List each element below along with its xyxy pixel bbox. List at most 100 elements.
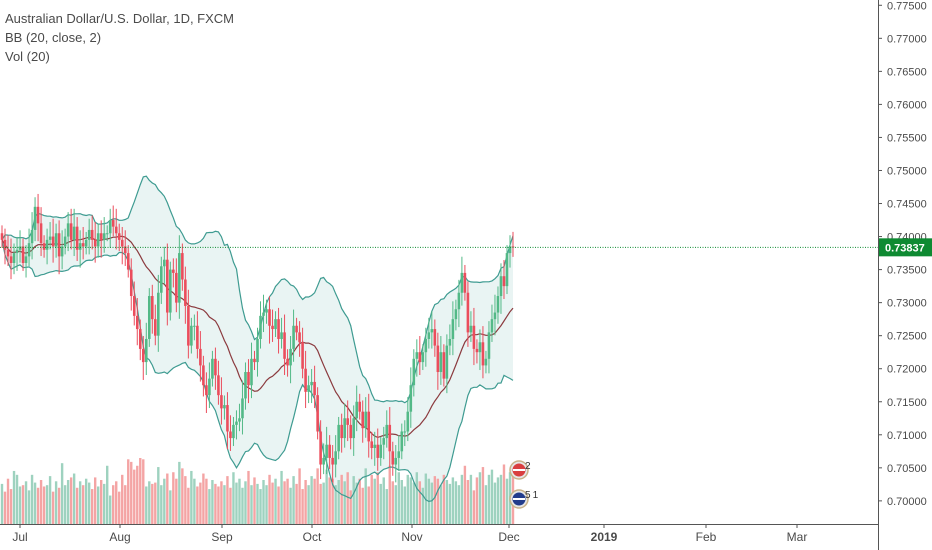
candle xyxy=(289,336,292,384)
candle xyxy=(232,416,235,447)
candle xyxy=(379,436,383,466)
candle xyxy=(397,435,401,471)
volume-bar xyxy=(66,480,70,524)
candle-body xyxy=(280,332,283,339)
volume-bar xyxy=(358,478,361,524)
bollinger-bands-label[interactable]: BB (20, close, 2) xyxy=(5,30,102,45)
volume-bar xyxy=(63,485,67,524)
volume-bar xyxy=(15,474,19,524)
volume-bar xyxy=(72,473,76,524)
candle xyxy=(412,349,416,397)
volume-bar xyxy=(382,477,385,524)
volume-bar xyxy=(442,474,446,524)
volume-bar xyxy=(96,486,100,524)
volume-bar xyxy=(499,474,503,524)
volume-bar xyxy=(33,482,37,524)
volume-bar xyxy=(418,481,422,524)
candle xyxy=(175,258,178,313)
event-marker[interactable]: 5 1 xyxy=(509,489,539,509)
candle-body xyxy=(496,296,500,313)
candle xyxy=(394,445,398,483)
candle xyxy=(87,218,91,255)
candle-body xyxy=(370,441,374,449)
candle xyxy=(385,410,389,448)
candle xyxy=(141,336,145,380)
candle xyxy=(3,228,7,265)
volume-bar xyxy=(322,482,325,524)
candle-body xyxy=(364,411,368,429)
candle-body xyxy=(138,329,142,349)
volume-bar xyxy=(175,478,178,524)
candle xyxy=(463,264,467,301)
volume-bar xyxy=(460,474,464,524)
volume-bar xyxy=(12,470,16,524)
last-price-value: 0.73837 xyxy=(885,242,925,254)
candle xyxy=(45,228,49,265)
candle xyxy=(223,395,226,420)
candle-body xyxy=(301,342,304,369)
candle-body xyxy=(448,338,452,346)
volume-bar xyxy=(487,474,491,524)
candle xyxy=(160,256,163,304)
volume-bar xyxy=(289,487,292,524)
candle-body xyxy=(105,233,109,235)
candle-body xyxy=(3,239,7,250)
candle xyxy=(373,431,377,466)
candle-body xyxy=(247,372,250,386)
candle xyxy=(403,420,407,447)
candle xyxy=(274,311,277,337)
candle-body xyxy=(499,276,503,297)
candle xyxy=(262,294,265,333)
candle-body xyxy=(346,418,349,425)
volume-bar xyxy=(340,474,343,524)
candle-body xyxy=(415,352,419,359)
candle xyxy=(349,415,352,450)
price-tick-label: 0.74500 xyxy=(887,199,927,211)
candle-body xyxy=(493,312,497,320)
candle-body xyxy=(424,338,428,353)
candle-body xyxy=(187,305,190,346)
candle xyxy=(457,279,461,328)
candle xyxy=(42,235,46,258)
candle xyxy=(358,393,361,420)
volume-bar xyxy=(187,487,190,524)
candle-body xyxy=(502,276,506,287)
candle xyxy=(6,235,10,266)
candle-body xyxy=(75,226,79,250)
candle-body xyxy=(391,451,395,465)
candle xyxy=(304,350,307,409)
candle xyxy=(69,208,73,250)
candle xyxy=(30,212,34,260)
volume-bar xyxy=(505,478,509,524)
candle-body xyxy=(108,220,112,234)
candle xyxy=(36,193,40,242)
candle xyxy=(283,314,286,375)
price-tick-label: 0.71500 xyxy=(887,397,927,409)
event-count: 2 xyxy=(525,461,531,472)
candle-body xyxy=(304,368,307,392)
volume-bar xyxy=(373,478,376,524)
candle xyxy=(120,226,124,265)
volume-bar xyxy=(190,470,193,524)
candle-body xyxy=(241,398,244,419)
volume-bar xyxy=(349,490,352,524)
event-marker[interactable]: 2 xyxy=(509,460,531,480)
candle-body xyxy=(78,243,82,250)
volume-bar xyxy=(436,478,440,524)
flag-stripe xyxy=(513,469,525,471)
candle xyxy=(445,334,449,394)
volume-bar xyxy=(127,459,130,524)
candle-body xyxy=(442,352,446,379)
candle xyxy=(475,339,479,364)
candle-body xyxy=(259,315,262,339)
candle-body xyxy=(202,365,205,386)
volume-bar xyxy=(445,480,449,524)
candle-body xyxy=(262,312,265,316)
candle-body xyxy=(490,319,494,333)
volume-indicator-label[interactable]: Vol (20) xyxy=(5,49,50,64)
volume-bar xyxy=(48,476,52,524)
candle-body xyxy=(487,332,491,359)
candle-body xyxy=(340,424,343,439)
volume-bar xyxy=(87,482,91,524)
